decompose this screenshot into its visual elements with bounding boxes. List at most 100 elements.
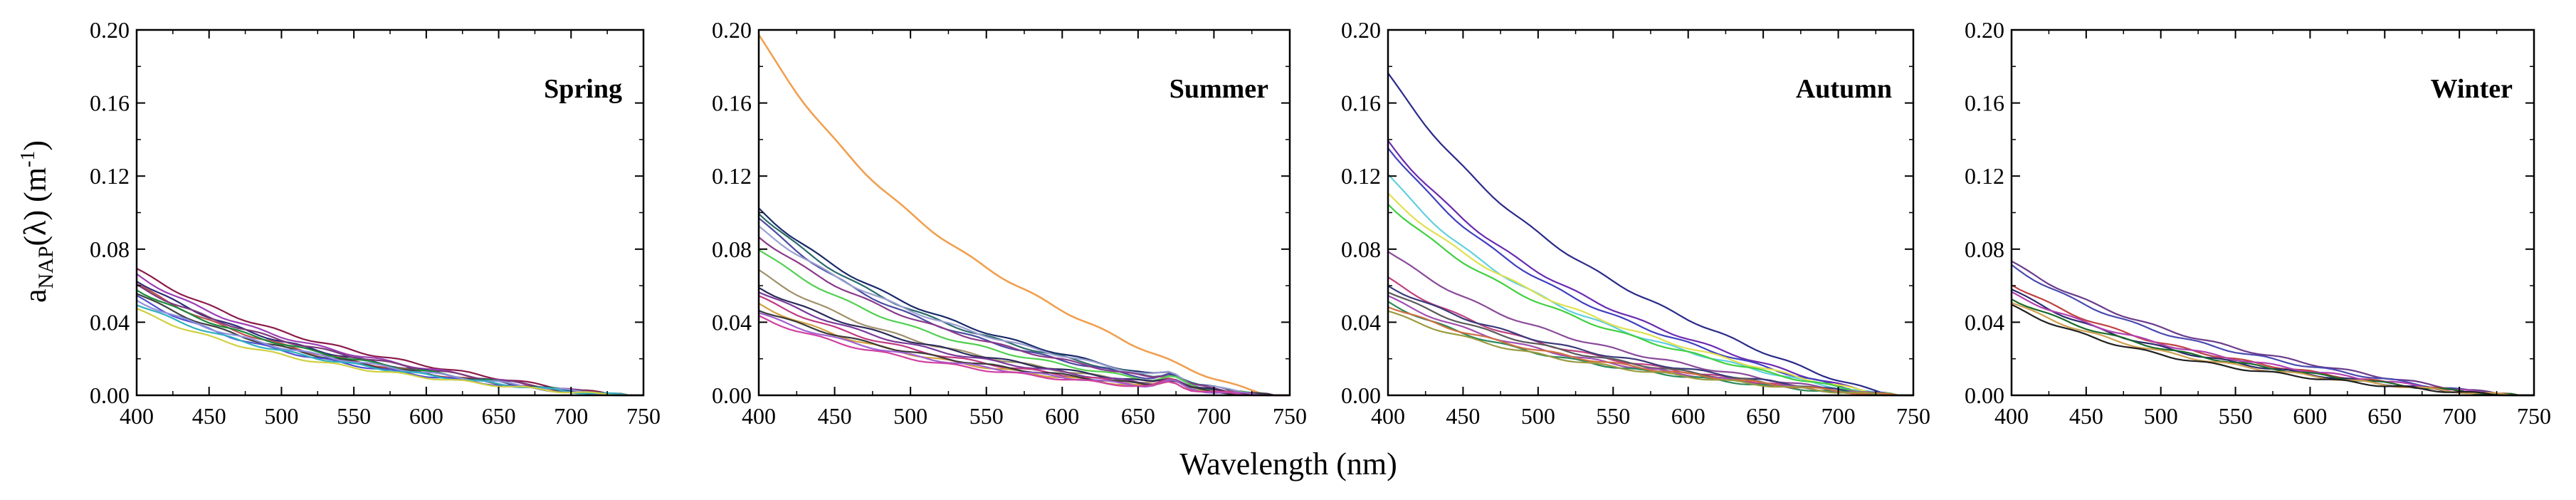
series-line-s1	[757, 33, 1290, 397]
series-group	[2011, 260, 2534, 397]
x-tick-label: 750	[2517, 403, 2551, 429]
y-tick-label: 0.00	[1341, 382, 1381, 408]
y-tick-label: 0.04	[1965, 309, 2004, 335]
series-line-s9	[758, 286, 1290, 397]
x-tick-label: 550	[969, 403, 1004, 429]
series-line-s6	[758, 236, 1290, 397]
x-tick-label: 750	[1896, 403, 1930, 429]
chart-panel-summer: 400 450 500 550 600 650 700 750 0.00 0.04 0.08 0.12…	[712, 17, 1307, 429]
y-tick-label: 0.12	[712, 163, 752, 189]
y-tick-label: 0.04	[90, 309, 130, 335]
series-line-s4	[2011, 288, 2534, 397]
x-tick-label: 650	[1746, 403, 1780, 429]
panel-title: Winter	[2431, 74, 2513, 104]
x-tick-label: 550	[1596, 403, 1630, 429]
series-line-s1	[136, 268, 643, 397]
series-line-s12	[1387, 301, 1913, 397]
series-line-s13	[1387, 306, 1913, 397]
x-tick-label: 550	[2219, 403, 2253, 429]
series-line-s3	[1387, 147, 1913, 397]
y-tick-label: 0.00	[712, 382, 752, 408]
chart-panel-spring: 400 450 500 550 600 650 700 750 0.00 0.04 0.08 0.12…	[90, 17, 661, 429]
y-tick-label: 0.08	[1965, 236, 2004, 262]
x-tick-label: 700	[2442, 403, 2476, 429]
x-tick-label: 700	[1821, 403, 1856, 429]
x-tick-label: 600	[409, 403, 443, 429]
y-tick-label: 0.00	[90, 382, 130, 408]
x-tick-label: 600	[1045, 403, 1079, 429]
series-line-s1	[1387, 72, 1913, 397]
series-line-s2	[1387, 140, 1913, 397]
series-line-s10	[758, 291, 1290, 397]
x-tick-label: 600	[2293, 403, 2327, 429]
x-tick-label: 400	[1371, 403, 1405, 429]
y-tick-label: 0.20	[1341, 17, 1381, 43]
panel-title: Spring	[544, 74, 622, 104]
x-tick-label: 450	[2069, 403, 2103, 429]
x-tick-label: 500	[264, 403, 298, 429]
series-line-s8	[2011, 303, 2534, 397]
x-tick-label: 750	[1273, 403, 1307, 429]
x-tick-label: 450	[192, 403, 226, 429]
series-line-s9	[136, 299, 643, 397]
y-tick-label: 0.08	[712, 236, 752, 262]
y-tick-label: 0.12	[90, 163, 130, 189]
series-line-s5	[758, 225, 1290, 397]
x-tick-label: 500	[893, 403, 927, 429]
series-group	[1387, 72, 1913, 397]
x-tick-label: 400	[742, 403, 776, 429]
chart-panel-autumn: 400 450 500 550 600 650 700 750 0.00 0.04 0.08 0.12…	[1341, 17, 1930, 429]
x-tick-label: 550	[337, 403, 371, 429]
series-line-s13	[758, 310, 1290, 397]
x-tick-label: 450	[1446, 403, 1480, 429]
x-tick-label: 600	[1671, 403, 1705, 429]
y-tick-label: 0.08	[90, 236, 130, 262]
series-line-s1	[2011, 260, 2534, 397]
panel-title: Autumn	[1796, 74, 1892, 104]
series-line-s6	[1387, 204, 1913, 397]
x-tick-label: 500	[2144, 403, 2178, 429]
y-tick-label: 0.16	[1341, 90, 1381, 116]
y-tick-label: 0.16	[1965, 90, 2004, 116]
y-tick-label: 0.08	[1341, 236, 1381, 262]
y-tick-label: 0.16	[90, 90, 130, 116]
series-group	[136, 268, 643, 397]
y-tick-label: 0.16	[712, 90, 752, 116]
series-line-s12	[758, 302, 1290, 397]
y-axis-title: aNAP(λ) (m-1)	[17, 140, 58, 303]
x-axis-title: Wavelength (nm)	[1179, 447, 1397, 481]
x-tick-label: 400	[1994, 403, 2029, 429]
x-tick-label: 650	[2367, 403, 2402, 429]
series-line-s5	[136, 283, 643, 397]
y-tick-label: 0.00	[1965, 382, 2004, 408]
y-tick-label: 0.04	[1341, 309, 1381, 335]
series-group	[757, 33, 1290, 397]
x-tick-label: 700	[1197, 403, 1231, 429]
series-line-s15	[758, 315, 1290, 397]
series-line-s14	[758, 312, 1290, 397]
y-tick-label: 0.04	[712, 309, 752, 335]
series-line-s2	[136, 273, 643, 397]
series-line-s14	[1387, 310, 1913, 397]
y-tick-label: 0.12	[1341, 163, 1381, 189]
y-tick-label: 0.20	[90, 17, 130, 43]
x-tick-label: 700	[554, 403, 588, 429]
panel-title: Summer	[1169, 74, 1268, 104]
y-tick-label: 0.20	[712, 17, 752, 43]
series-line-s6	[2011, 298, 2534, 397]
series-line-s3	[136, 281, 643, 397]
x-tick-label: 450	[818, 403, 852, 429]
y-tick-label: 0.12	[1965, 163, 2004, 189]
chart-panel-winter: 400 450 500 550 600 650 700 750 0.00 0.04 0.08 0.12…	[1965, 17, 2551, 429]
x-tick-label: 400	[120, 403, 154, 429]
series-line-s4	[1387, 173, 1913, 397]
series-line-s7	[136, 293, 643, 397]
series-line-s11	[136, 308, 643, 397]
x-tick-label: 650	[482, 403, 516, 429]
x-tick-label: 750	[626, 403, 661, 429]
x-tick-label: 650	[1121, 403, 1155, 429]
series-line-s8	[136, 294, 643, 397]
x-tick-label: 500	[1521, 403, 1555, 429]
series-line-s7	[2011, 302, 2534, 397]
